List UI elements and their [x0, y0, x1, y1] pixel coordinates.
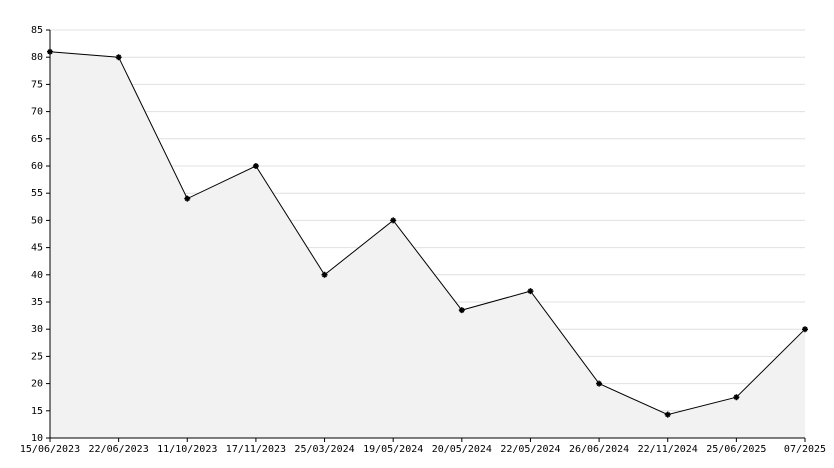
x-tick-label: 22/11/2024 [638, 444, 698, 455]
y-tick-label: 30 [31, 324, 43, 335]
y-tick-label: 80 [31, 52, 43, 63]
y-tick-label: 45 [31, 243, 43, 254]
marker [527, 288, 534, 295]
marker [596, 380, 603, 387]
y-tick-label: 10 [31, 433, 43, 444]
y-tick-label: 50 [31, 215, 43, 226]
x-tick-label: 17/11/2023 [226, 444, 286, 455]
x-tick-label: 07/2025 [784, 444, 826, 455]
marker [802, 326, 808, 333]
x-tick-label: 26/06/2024 [569, 444, 629, 455]
x-tick-label: 15/06/2023 [20, 444, 80, 455]
x-tick-label: 11/10/2023 [157, 444, 217, 455]
y-tick-label: 85 [31, 25, 43, 36]
line [49, 51, 806, 416]
x-tick-label: 22/05/2024 [500, 444, 560, 455]
y-tick-label: 20 [31, 379, 43, 390]
y-tick-label: 70 [31, 107, 43, 118]
y-tick-label: 35 [31, 297, 43, 308]
x-tick-label: 25/03/2024 [294, 444, 354, 455]
marker [252, 163, 259, 169]
y-tick-label: 75 [31, 79, 43, 90]
marker [733, 394, 740, 401]
x-tick-label: 20/05/2024 [432, 444, 492, 455]
y-tick-label: 65 [31, 134, 43, 145]
y-tick-label: 60 [31, 161, 43, 172]
y-tick-label: 40 [31, 270, 43, 281]
x-tick-label: 25/06/2025 [706, 444, 766, 455]
area [50, 51, 805, 438]
marker [321, 271, 328, 278]
x-tick-label: 22/06/2023 [89, 444, 149, 455]
marker [458, 307, 465, 314]
marker [115, 54, 122, 61]
marker [184, 195, 191, 202]
marker [664, 411, 671, 418]
x-tick-label: 19/05/2024 [363, 444, 423, 455]
y-tick-label: 55 [31, 188, 43, 199]
marker [390, 217, 397, 224]
y-tick-label: 25 [31, 351, 43, 362]
y-tick-label: 15 [31, 406, 43, 417]
